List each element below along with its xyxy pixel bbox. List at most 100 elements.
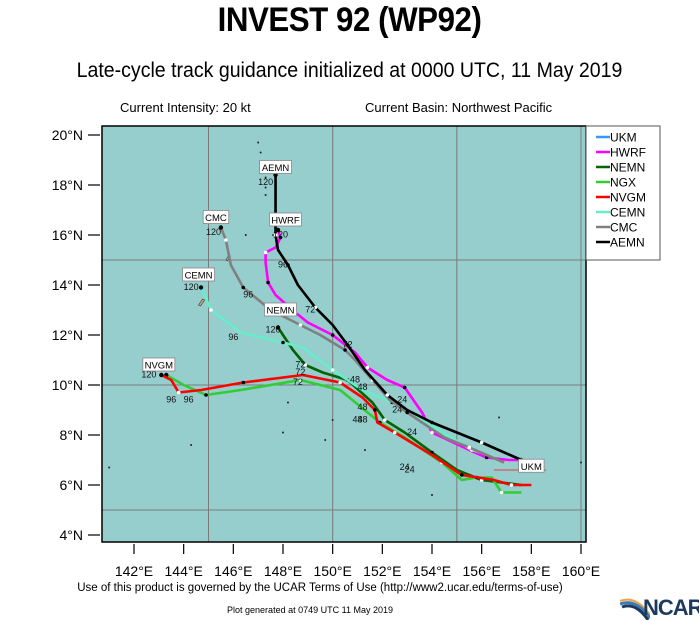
- map-frame: [101, 125, 587, 543]
- track-point: [365, 365, 370, 370]
- forecast-hour-label: 72: [305, 305, 315, 315]
- forecast-hour-label: 96: [228, 332, 238, 342]
- island-dot: [431, 494, 433, 496]
- forecast-hour-label: 96: [243, 290, 253, 300]
- forecast-hour-label: 72: [295, 360, 305, 370]
- island-dot: [264, 176, 267, 179]
- island-dot: [282, 431, 284, 434]
- track-point: [176, 390, 181, 395]
- model-tag-box: [269, 212, 302, 227]
- forecast-hour-label: 120: [266, 325, 281, 335]
- model-tag-box: [264, 302, 297, 317]
- track-point: [345, 343, 350, 347]
- track-point: [330, 333, 335, 337]
- track-end-point: [159, 372, 164, 378]
- lon-tick-label: 160°E: [562, 563, 600, 579]
- ncar-logo-text: NCAR: [643, 595, 699, 620]
- legend-box: [585, 125, 661, 261]
- track-point: [273, 233, 278, 237]
- lon-tick-label: 142°E: [115, 563, 153, 579]
- island-dot: [257, 141, 260, 144]
- lon-tick-label: 154°E: [413, 563, 451, 579]
- lat-tick-label: 10°N: [52, 377, 83, 393]
- track-point: [385, 393, 390, 397]
- track-point: [204, 393, 208, 397]
- island-dot: [244, 234, 247, 236]
- lon-tick-label: 156°E: [463, 563, 501, 579]
- track-point: [266, 280, 270, 285]
- ncar-logo: NCAR: [620, 593, 699, 620]
- track-point: [338, 380, 342, 385]
- model-tag-aemn: AEMN: [262, 163, 290, 174]
- forecast-hour-label: 48: [357, 402, 367, 412]
- track-point: [241, 380, 246, 385]
- forecast-hour-label: 24: [405, 465, 415, 475]
- track-point: [402, 385, 407, 390]
- forecast-hour-label: 72: [343, 340, 353, 350]
- legend-label-hwrf: HWRF: [610, 146, 646, 160]
- forecast-hour-label: 48: [350, 375, 360, 385]
- track-point: [263, 250, 268, 255]
- track-point: [509, 483, 514, 487]
- track-end-point: [275, 227, 281, 233]
- track-point: [460, 473, 464, 477]
- track-point: [330, 368, 335, 372]
- forecast-hour-label: 120: [141, 370, 156, 380]
- legend-label-nemn: NEMN: [610, 161, 645, 175]
- track-hwrf: [264, 229, 523, 470]
- island-dot: [259, 151, 262, 154]
- track-point: [430, 420, 434, 425]
- island-dot: [190, 444, 193, 446]
- track-point: [286, 263, 290, 267]
- lat-tick-label: 8°N: [60, 427, 84, 443]
- island-dot: [331, 419, 334, 421]
- lat-tick-label: 18°N: [52, 177, 83, 193]
- forecast-hour-label: 48: [352, 415, 362, 425]
- track-point: [281, 340, 285, 345]
- track-labels: UKM 72 96 120 HWRF 72 120 24 48 NEMN 24 48 72 96 24 48 7…: [141, 160, 545, 475]
- forecast-hour-label: 72: [293, 377, 303, 387]
- legend-label-ngx: NGX: [610, 176, 636, 190]
- track-point: [298, 323, 303, 327]
- map-ocean: [102, 126, 586, 542]
- track-point: [298, 378, 303, 382]
- island-guam: [198, 298, 206, 307]
- track-end-point: [218, 225, 224, 230]
- track-aemn: [274, 175, 522, 462]
- model-tag-box: [259, 160, 292, 174]
- forecast-hour-label: 72: [295, 367, 305, 377]
- track-point: [467, 445, 472, 450]
- forecast-hour-label: 96: [184, 395, 194, 405]
- model-tag-box: [202, 210, 230, 224]
- model-tag-cemn: CEMN: [185, 271, 213, 282]
- track-point: [373, 408, 377, 412]
- model-tag-box: [182, 267, 215, 282]
- lon-tick-label: 148°E: [264, 563, 302, 579]
- lon-tick-label: 150°E: [314, 563, 352, 579]
- lon-tick-label: 158°E: [512, 563, 550, 579]
- legend-label-cmc: CMC: [610, 221, 638, 235]
- island-dot: [498, 416, 501, 419]
- lat-tick-label: 14°N: [52, 277, 83, 293]
- lon-tick-label: 152°E: [363, 563, 401, 579]
- island-dot: [272, 234, 275, 236]
- legend-label-cemn: CEMN: [610, 206, 645, 220]
- model-tag-nvgm: NVGM: [145, 361, 174, 372]
- track-point: [430, 430, 434, 435]
- legend-label-ukm: UKM: [610, 131, 637, 145]
- track-point: [303, 363, 308, 367]
- track-point: [383, 418, 387, 422]
- lat-tick-label: 20°N: [52, 127, 83, 143]
- forecast-hour-label: 24: [397, 395, 407, 405]
- track-end-point: [275, 325, 281, 330]
- lon-tick-label: 144°E: [165, 563, 203, 579]
- track-point: [392, 430, 397, 435]
- lat-tick-label: 4°N: [60, 527, 84, 543]
- lon-tick-label: 146°E: [214, 563, 252, 579]
- page-title: INVEST 92 (WP92): [217, 1, 482, 39]
- forecast-hour-label: 120: [206, 227, 221, 237]
- terms-of-use: Use of this product is governed by the U…: [77, 582, 563, 594]
- forecast-hour-label: 120: [258, 177, 273, 187]
